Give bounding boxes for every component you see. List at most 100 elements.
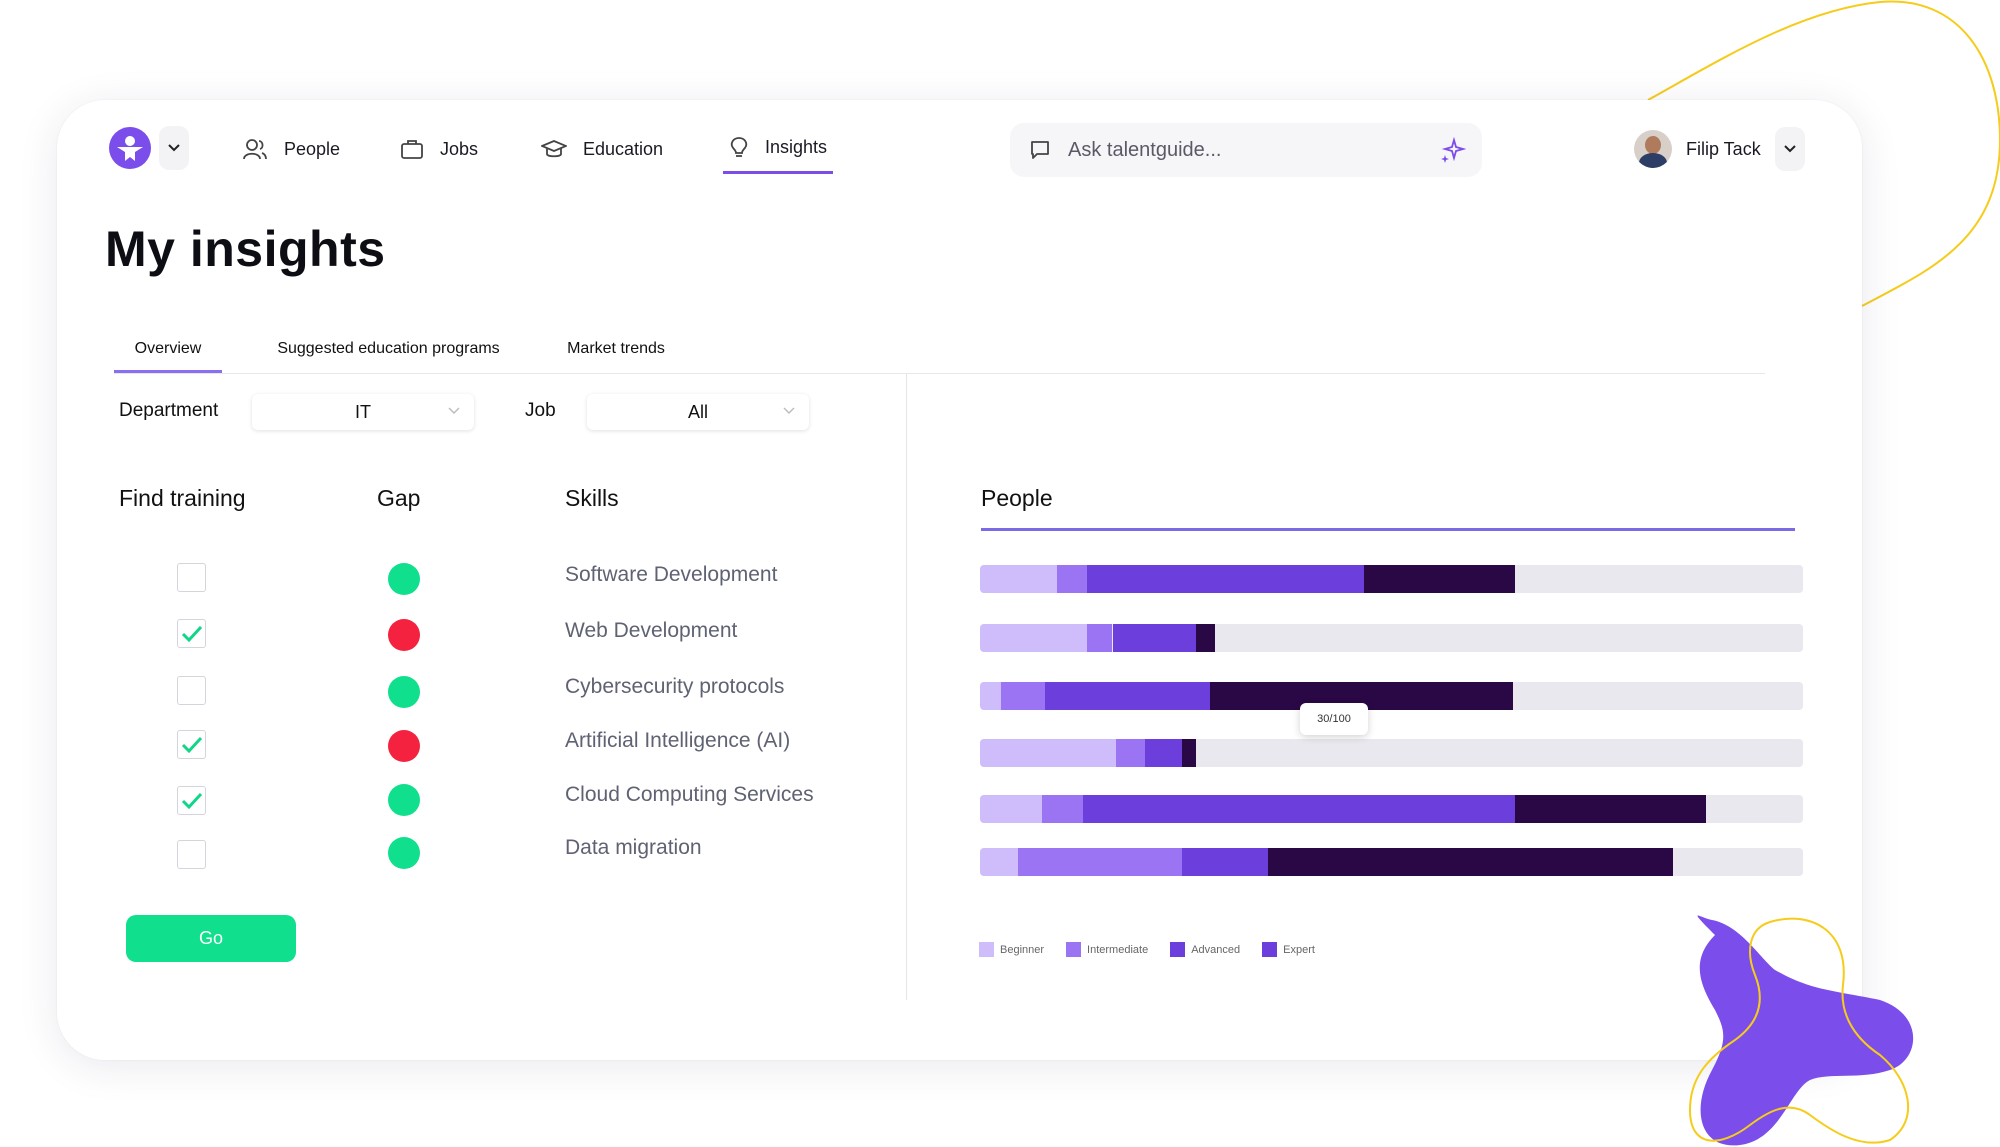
bar-segment-advanced <box>1082 795 1515 823</box>
gap-indicator-green <box>388 676 420 708</box>
checkmark-icon <box>181 625 202 642</box>
bar-segment-beginner <box>980 624 1087 652</box>
legend-label: Intermediate <box>1087 943 1149 956</box>
bar-segment-beginner <box>980 795 1042 823</box>
training-checkbox[interactable] <box>177 840 206 869</box>
legend-swatch <box>1066 942 1082 957</box>
legend-label: Expert <box>1283 943 1315 956</box>
nav-education[interactable]: Education <box>541 124 663 174</box>
page-title: My insights <box>105 221 386 277</box>
gap-indicator-green <box>388 563 420 595</box>
chevron-down-icon <box>1783 145 1796 153</box>
bar-segment-expert <box>1268 848 1673 876</box>
bar-segment-expert <box>1196 624 1215 652</box>
chevron-down-icon <box>783 407 795 414</box>
training-checkbox[interactable] <box>177 563 206 592</box>
nav-insights-label: Insights <box>764 137 828 157</box>
bar-segment-expert <box>1363 565 1515 593</box>
ask-search-bar[interactable] <box>1010 123 1482 177</box>
logo-mark-icon <box>117 136 143 161</box>
bar-segment-advanced <box>1112 624 1197 652</box>
bar-segment-advanced <box>1045 682 1210 710</box>
nav-education-label: Education <box>583 138 664 159</box>
department-select[interactable]: IT <box>252 394 474 430</box>
tab-overview-label: Overview <box>134 340 202 357</box>
skill-name: Artificial Intelligence (AI) <box>565 729 791 752</box>
lightbulb-icon <box>730 136 748 157</box>
bar-segment-intermediate <box>1017 848 1182 876</box>
gap-indicator-green <box>388 837 420 869</box>
sparkle-icon[interactable] <box>1440 137 1466 163</box>
bar-segment-advanced <box>1181 848 1269 876</box>
bar-segment-expert <box>1181 739 1196 767</box>
briefcase-icon <box>401 140 423 159</box>
bar-segment-beginner <box>980 565 1057 593</box>
chevron-down-icon <box>448 407 460 414</box>
graduation-cap-icon <box>541 140 567 158</box>
legend-item-advanced: Advanced <box>1170 942 1240 957</box>
tab-overview[interactable]: Overview <box>114 340 222 373</box>
people-icon <box>243 139 267 160</box>
logo-dropdown-button[interactable] <box>159 126 189 170</box>
legend-label: Advanced <box>1191 943 1241 956</box>
insights-card: People Jobs Education Insights <box>57 100 1862 1060</box>
skill-bar-track[interactable] <box>980 682 1803 710</box>
tab-suggested-education-programs[interactable]: Suggested education programs <box>262 340 515 370</box>
legend-item-beginner: Beginner <box>979 942 1044 957</box>
nav-people[interactable]: People <box>242 124 340 174</box>
avatar <box>1634 130 1672 168</box>
column-divider <box>906 374 907 1000</box>
checkmark-icon <box>181 792 202 809</box>
legend-swatch <box>979 942 994 957</box>
talentguide-logo[interactable] <box>109 127 151 169</box>
department-value: IT <box>355 401 371 422</box>
bar-segment-advanced <box>1086 565 1364 593</box>
job-value: All <box>687 401 708 422</box>
chevron-down-icon <box>168 144 180 152</box>
user-dropdown-button[interactable] <box>1774 127 1805 171</box>
nav-jobs[interactable]: Jobs <box>400 124 478 174</box>
bar-segment-intermediate <box>1041 795 1083 823</box>
bar-segment-intermediate <box>1086 624 1113 652</box>
training-checkbox[interactable] <box>177 676 206 705</box>
legend-swatch <box>1170 942 1186 957</box>
ask-search-input[interactable] <box>1066 137 1430 163</box>
people-underline <box>981 528 1795 531</box>
insights-tabs: Overview Suggested education programs Ma… <box>114 340 1765 374</box>
job-label: Job <box>525 400 556 421</box>
bar-segment-beginner <box>980 739 1116 767</box>
go-button[interactable]: Go <box>126 915 296 962</box>
skill-name: Cybersecurity protocols <box>565 675 785 698</box>
checkmark-icon <box>181 736 202 753</box>
bar-segment-intermediate <box>1001 682 1045 710</box>
bar-segment-intermediate <box>1056 565 1087 593</box>
legend-item-intermediate: Intermediate <box>1066 942 1148 957</box>
skill-name: Cloud Computing Services <box>565 783 814 806</box>
user-name: Filip Tack <box>1686 138 1761 159</box>
user-menu[interactable]: Filip Tack <box>1634 126 1805 172</box>
find-training-header: Find training <box>119 485 246 511</box>
skill-bar-track[interactable] <box>980 624 1803 652</box>
bar-tooltip: 30/100 <box>1300 703 1368 735</box>
legend-swatch <box>1262 942 1278 957</box>
bar-segment-intermediate <box>1115 739 1146 767</box>
training-checkbox[interactable] <box>177 619 206 648</box>
training-checkbox[interactable] <box>177 730 206 759</box>
tab-market-trends[interactable]: Market trends <box>556 340 676 370</box>
skill-bar-track[interactable] <box>980 739 1803 767</box>
skill-name: Data migration <box>565 836 702 859</box>
skill-bar-track[interactable] <box>980 848 1803 876</box>
chat-bubble-icon <box>1031 141 1049 159</box>
skill-bar-track[interactable] <box>980 795 1803 823</box>
legend-label: Beginner <box>1000 943 1045 956</box>
training-checkbox[interactable] <box>177 786 206 815</box>
job-select[interactable]: All <box>587 394 809 430</box>
skill-name: Software Development <box>565 563 778 586</box>
nav-insights[interactable]: Insights <box>723 124 833 174</box>
tab-suggested-education-label: Suggested education programs <box>277 340 500 357</box>
skill-bar-track[interactable] <box>980 565 1803 593</box>
gap-indicator-green <box>388 784 420 816</box>
bar-segment-expert <box>1514 795 1706 823</box>
people-header: People <box>981 485 1053 511</box>
gap-indicator-red <box>388 619 420 651</box>
